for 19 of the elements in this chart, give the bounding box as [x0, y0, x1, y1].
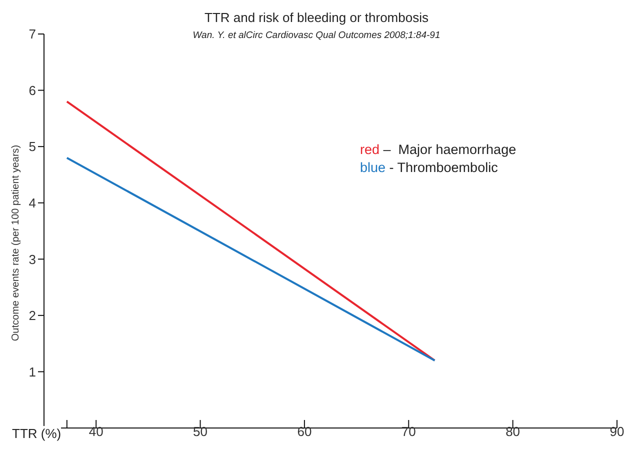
- y-tick-label: 1: [28, 364, 36, 380]
- y-tick-label: 2: [28, 308, 36, 324]
- x-tick-label: 40: [88, 424, 104, 439]
- y-tick-label: 7: [28, 26, 36, 42]
- chart-title: TTR and risk of bleeding or thrombosis: [204, 10, 430, 25]
- chart-subtitle: Wan. Y. et alCirc Cardiovasc Qual Outcomes 2008;1:84-91: [192, 30, 440, 41]
- y-tick-label: 6: [28, 82, 36, 98]
- x-tick-label: 90: [610, 424, 624, 439]
- text: red – Major haemorrhage: [360, 142, 516, 157]
- y-tick-label: 3: [28, 252, 36, 267]
- x-tick-label: 60: [297, 424, 312, 439]
- y-tick-label: 5: [28, 139, 36, 154]
- x-axis-title: TTR (%): [12, 426, 62, 441]
- x-tick-label: 50: [193, 424, 208, 439]
- text: blue - Thromboembolic: [360, 160, 498, 175]
- y-tick-label: 4: [28, 195, 36, 210]
- x-tick-label: 70: [401, 424, 416, 439]
- y-axis-title: Outcome events rate (per 100 patient years): [10, 144, 22, 342]
- x-tick-label: 80: [506, 424, 520, 439]
